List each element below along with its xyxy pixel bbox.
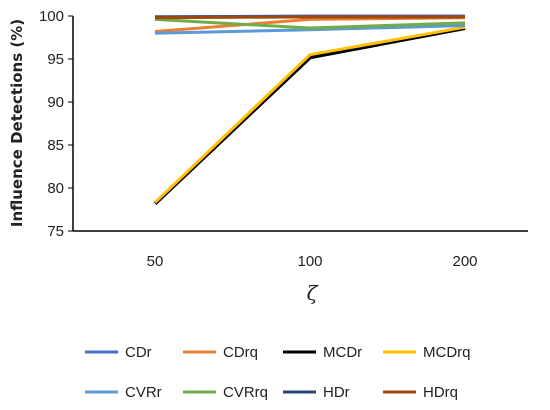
series-line-mcdrq [153,25,466,204]
x-tick-label: 200 [452,253,477,270]
legend-label-hdrq: HDrq [423,384,458,401]
x-tick-label: 50 [147,253,164,270]
legend-label-hdr: HDr [323,384,350,401]
y-tick-label: 85 [47,137,64,154]
series-lines [153,14,466,205]
y-tick-label: 90 [47,94,64,111]
legend-label-cvrr: CVRr [125,384,162,401]
series-line-cvrr [154,24,466,35]
axes: 75 80 85 90 95 100 50 100 200 [39,8,528,270]
legend-label-mcdr: MCDr [323,344,362,361]
legend: CDr CDrq MCDr MCDrq CVRr CVRrq HDr HDrq [85,344,471,401]
series-line-hdrq [154,15,465,20]
y-tick-label: 80 [47,180,64,197]
y-tick-label: 75 [47,223,64,240]
y-tick-label: 100 [39,8,64,25]
x-tick-label: 100 [297,253,322,270]
legend-label-cdr: CDr [125,344,152,361]
legend-label-cdrq: CDrq [223,344,258,361]
x-axis-label: ζ [307,281,319,305]
legend-label-cvrrq: CVRrq [223,384,268,401]
legend-label-mcdrq: MCDrq [423,344,471,361]
y-axis-label: Influence Detections (%) [8,19,26,227]
y-tick-label: 95 [47,51,64,68]
series-line-cvrrq [154,17,466,30]
